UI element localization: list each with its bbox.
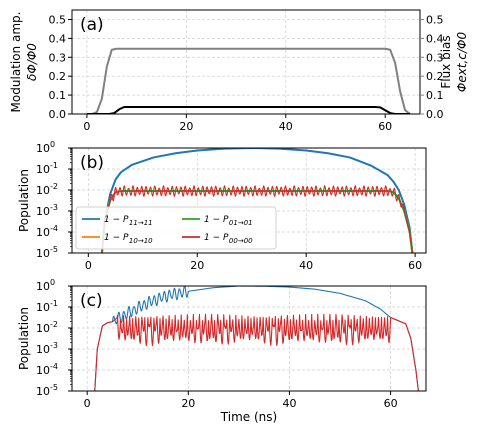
legend-subscript: 11→11 bbox=[129, 219, 153, 227]
x-tick-label: 60 bbox=[408, 259, 422, 272]
right-ylabel-line1: Flux bias bbox=[439, 35, 453, 88]
y-tick-label: 10 bbox=[36, 142, 50, 155]
x-tick-label: 40 bbox=[279, 120, 293, 133]
y-tick-exponent: -1 bbox=[50, 161, 58, 170]
ylabel: Population bbox=[17, 307, 31, 370]
y-tick-exponent: -2 bbox=[50, 320, 58, 329]
series-line-1 bbox=[94, 313, 419, 391]
xlabel: Time (ns) bbox=[220, 410, 277, 424]
y-tick-exponent: -2 bbox=[50, 182, 58, 191]
y-tick-label: 10 bbox=[36, 343, 50, 356]
y-tick-exponent: -5 bbox=[50, 245, 58, 254]
right-y-tick-label: 0.0 bbox=[426, 108, 444, 121]
y-tick-label: 10 bbox=[36, 163, 50, 176]
x-tick-label: 40 bbox=[299, 259, 313, 272]
x-tick-label: 60 bbox=[378, 120, 392, 133]
y-tick-label: 10 bbox=[36, 385, 50, 398]
x-tick-label: 20 bbox=[190, 259, 204, 272]
y-tick-label: 10 bbox=[36, 184, 50, 197]
y-tick-label: 0.2 bbox=[49, 70, 67, 83]
x-tick-label: 0 bbox=[83, 120, 90, 133]
panel-label: (b) bbox=[80, 153, 104, 173]
x-tick-label: 20 bbox=[179, 120, 193, 133]
ylabel-line2: δΦ/Φ0 bbox=[25, 43, 39, 81]
series-group bbox=[94, 286, 419, 391]
series-line-1 bbox=[86, 106, 411, 114]
legend-label: 1 − P bbox=[104, 215, 129, 225]
y-tick-exponent: 0 bbox=[50, 140, 55, 149]
legend-label: 1 − P bbox=[104, 233, 129, 243]
panel-label: (a) bbox=[80, 15, 104, 35]
right-y-tick-label: 0.3 bbox=[426, 51, 444, 64]
axes-frame bbox=[71, 147, 427, 254]
series-line-0 bbox=[94, 286, 419, 391]
y-tick-label: 0.4 bbox=[49, 32, 67, 45]
panel-a: 0 20 40 60 0.0 0.1 0.2 0.3 0.4 0.5 0.0 0.1 0.2 0.3 0.4… bbox=[9, 9, 469, 133]
series-line-3 bbox=[101, 185, 413, 253]
series-line-0 bbox=[86, 47, 411, 114]
y-tick-label: 0.5 bbox=[49, 13, 67, 26]
y-tick-exponent: -3 bbox=[50, 203, 58, 212]
legend-subscript: 10→10 bbox=[129, 237, 153, 245]
x-tick-label: 0 bbox=[85, 259, 92, 272]
ylabel-line1: Modulation amp. bbox=[9, 12, 23, 113]
y-tick-exponent: -1 bbox=[50, 299, 58, 308]
y-tick-label: 10 bbox=[36, 322, 50, 335]
x-tick-label: 0 bbox=[84, 397, 91, 410]
x-tick-label: 40 bbox=[282, 397, 296, 410]
y-tick-label: 0.0 bbox=[49, 108, 67, 121]
y-tick-exponent: -5 bbox=[50, 383, 58, 392]
x-tick-label: 60 bbox=[384, 397, 398, 410]
series-group bbox=[86, 47, 411, 114]
y-tick-label: 10 bbox=[36, 301, 50, 314]
legend-box bbox=[75, 206, 277, 250]
right-y-tick-label: 0.1 bbox=[426, 89, 444, 102]
y-tick-exponent: -4 bbox=[50, 362, 58, 371]
y-tick-label: 10 bbox=[36, 280, 50, 293]
y-tick-exponent: -4 bbox=[50, 224, 58, 233]
x-tick-label: 20 bbox=[181, 397, 195, 410]
right-ylabel-line2: Φext,c/Φ0 bbox=[455, 32, 469, 93]
ylabel: Population bbox=[17, 169, 31, 232]
right-y-tick-label: 0.5 bbox=[426, 13, 444, 26]
y-tick-label: 10 bbox=[36, 247, 50, 260]
right-y-tick-label: 0.2 bbox=[426, 70, 444, 83]
panel-label: (c) bbox=[80, 291, 103, 311]
y-tick-label: 0.1 bbox=[49, 89, 67, 102]
legend-label: 1 − P bbox=[204, 215, 229, 225]
y-tick-exponent: 0 bbox=[50, 278, 55, 287]
y-tick-label: 10 bbox=[36, 364, 50, 377]
legend-label: 1 − P bbox=[204, 233, 229, 243]
y-tick-label: 0.3 bbox=[49, 51, 67, 64]
legend-subscript: 00→00 bbox=[229, 237, 253, 245]
axes-frame bbox=[71, 285, 427, 392]
y-tick-label: 10 bbox=[36, 226, 50, 239]
legend: 1 − P 11→111 − P 10→101 − P 01→011 − P 00→00 bbox=[75, 206, 277, 250]
axes-frame bbox=[71, 9, 421, 115]
y-tick-exponent: -3 bbox=[50, 341, 58, 350]
right-y-tick-label: 0.4 bbox=[426, 32, 444, 45]
y-tick-label: 10 bbox=[36, 205, 50, 218]
legend-subscript: 01→01 bbox=[229, 219, 253, 227]
